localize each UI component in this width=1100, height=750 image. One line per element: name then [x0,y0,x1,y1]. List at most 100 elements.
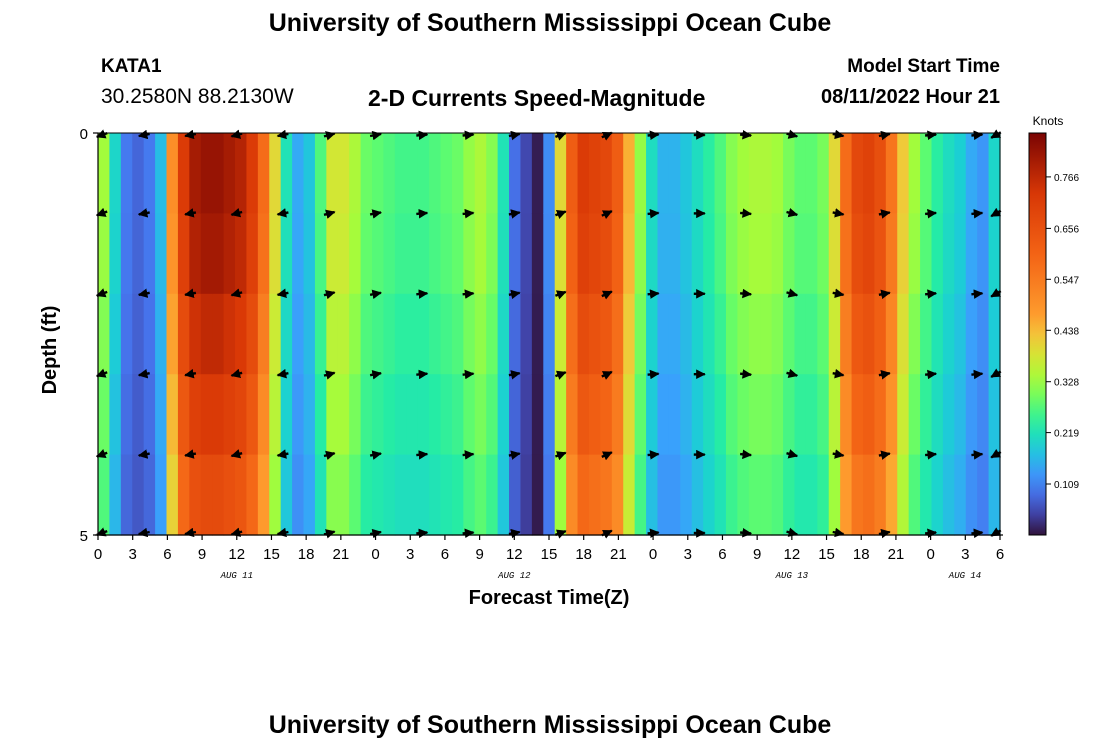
heat-cell [246,454,259,536]
current-arrow [230,449,243,459]
heat-cell [874,133,887,214]
heat-cell [817,213,830,295]
heat-cell [920,133,933,214]
heat-cell [451,213,464,295]
heat-cell [509,293,522,375]
heat-cell [703,374,716,456]
heat-cell [109,133,122,214]
heat-cell [908,293,921,375]
heat-cell [988,374,1001,456]
current-arrow [971,528,984,539]
x-tick-label: 18 [298,546,315,563]
heat-cell [942,374,955,456]
current-arrow [554,370,567,380]
axes: 0 3 6 9 12 15 18 21 0 3 6 9 12 15 18 21 0 3 6 9 12 15 18 21 0 3 6 0… [80,126,1005,581]
x-tick-label: 6 [996,546,1004,563]
heat-cell [657,374,670,456]
colorbar-tick-label: 0.438 [1054,326,1079,337]
current-arrow [323,370,336,380]
current-arrow [647,528,660,539]
footer-title: University of Southern Mississippi Ocean… [268,711,832,739]
heat-cell [314,374,327,456]
heat-cell [429,133,442,214]
current-arrow [786,527,799,537]
heat-cell [703,454,716,536]
heat-cell [554,374,567,456]
date-label: AUG 14 [948,571,981,581]
current-arrow [323,209,336,219]
heat-cell [314,454,327,536]
heat-cell [828,374,841,456]
current-arrow [739,208,753,218]
heat-cell [862,293,876,375]
heat-cell [623,213,636,295]
current-arrow [276,368,289,379]
heat-cell [417,133,430,214]
heat-cell [406,454,419,536]
heat-cell [372,133,385,214]
heat-cell [771,213,784,295]
heat-cell [623,374,636,456]
current-arrow [924,450,938,460]
heat-cell [417,374,430,456]
heat-cell [394,213,407,295]
current-arrow [137,288,150,298]
current-arrow [647,130,660,141]
heat-cell [132,213,145,295]
current-arrow [924,208,938,219]
heat-cell [280,293,293,375]
heat-cell [771,293,784,375]
heat-cell [543,293,556,375]
current-arrow [184,368,197,379]
heat-cell [269,293,282,375]
x-tick-label: 6 [718,546,726,563]
current-arrow [601,210,613,220]
current-arrow [508,209,521,219]
heat-cell [314,133,327,214]
heat-cell [851,133,864,214]
heat-cell [257,374,270,456]
heat-cell [600,454,613,536]
heat-cell [668,374,681,456]
heat-cell [166,293,179,375]
colorbar-tick-label: 0.109 [1054,480,1079,491]
heat-cell [292,293,305,375]
colorbar-tick-label: 0.219 [1054,429,1079,440]
x-tick-label: 18 [853,546,870,563]
heat-cell [885,454,898,536]
heat-cell [588,454,601,536]
heat-cell [725,133,738,214]
heat-cell [897,133,910,214]
heat-cell [805,293,818,375]
heat-cell [280,454,293,536]
heat-cell [566,454,579,536]
heat-cell [817,374,830,456]
x-tick-label: 21 [610,546,627,563]
x-tick-label: 9 [753,546,761,563]
current-arrow [878,289,891,300]
current-arrow [184,129,197,140]
y-axis-label: Depth (ft) [39,306,61,395]
heat-cell [840,213,853,295]
current-arrow [276,129,289,140]
current-arrow [276,527,289,538]
heat-cell [200,213,213,295]
current-arrow [369,528,382,539]
current-arrow [462,208,475,219]
heat-cell [783,213,796,295]
current-arrow [508,289,521,300]
heat-cell [280,133,293,214]
heat-cell [337,293,350,375]
heat-cell [463,454,476,536]
heat-cell [691,293,704,375]
heat-cell [828,454,841,536]
heat-cell [451,293,464,375]
heat-cell [509,213,522,295]
heat-cell [235,293,248,375]
x-tick-label: 21 [888,546,905,563]
heat-cell [588,374,601,456]
heat-cell [212,374,225,456]
heat-cell [577,374,590,456]
heat-cell [486,213,499,295]
heat-cell [851,213,864,295]
